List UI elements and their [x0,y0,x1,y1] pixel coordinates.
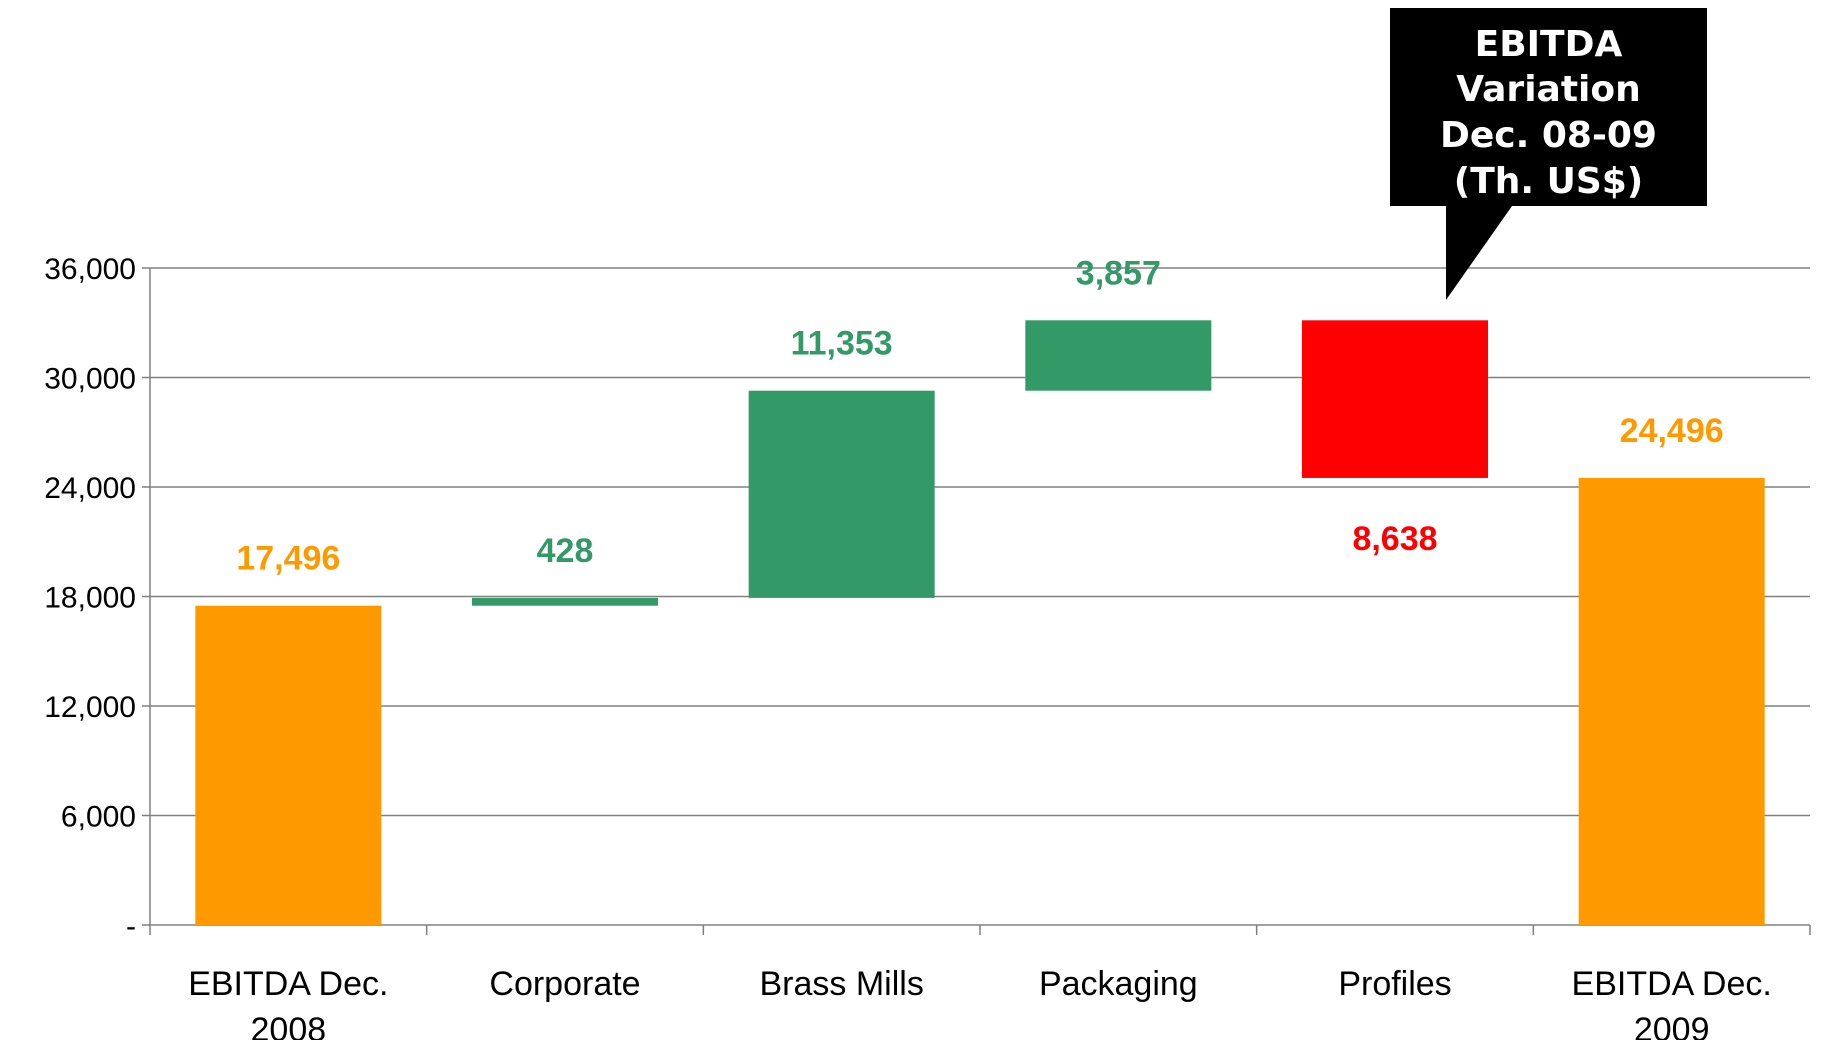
bar-total [195,605,382,925]
x-category-label: Packaging [1039,965,1198,1003]
bar-decrease [1302,320,1488,478]
x-category-label: 2009 [1634,1011,1710,1040]
bar-increase [748,390,935,598]
y-tick-label: - [126,910,136,943]
callout-line: Dec. 08-09 [1440,115,1657,156]
gridlines [150,267,1810,817]
x-category-label: EBITDA Dec. [188,965,388,1003]
y-tick-label: 18,000 [44,582,136,615]
y-tick-label: 24,000 [44,472,136,505]
callout-background [1390,8,1707,300]
data-label: 8,638 [1352,520,1437,558]
bar-increase [472,597,658,606]
y-tick-label: 6,000 [61,801,136,834]
data-label: 11,353 [791,325,893,363]
callout-line: Variation [1456,69,1640,110]
data-label: 24,496 [1620,412,1724,450]
x-category-label: Profiles [1338,965,1451,1003]
y-tick-label: 30,000 [44,363,136,396]
x-category-label: EBITDA Dec. [1572,965,1772,1003]
callout-line: EBITDA [1475,24,1623,65]
data-label: 17,496 [236,540,340,578]
callout-box: EBITDA Variation Dec. 08-09 (Th. US$) [1390,8,1707,300]
data-label: 428 [537,532,594,570]
x-category-label: Corporate [489,965,640,1003]
y-tick-label: 12,000 [44,691,136,724]
tick-labels: - 6,000 12,000 18,000 24,000 30,000 36,000 EBIT… [44,253,1772,1040]
y-tick-label: 36,000 [44,253,136,286]
axes [142,267,1811,935]
callout-line: (Th. US$) [1454,161,1644,202]
bar-increase [1025,320,1212,391]
data-labels: 17,496 428 11,353 3,857 8,638 24,496 [236,254,1723,577]
data-label: 3,857 [1076,254,1161,292]
x-category-label: 2008 [251,1011,327,1040]
x-category-label: Brass Mills [759,965,923,1003]
bars [195,320,1765,925]
bar-total [1578,477,1765,925]
